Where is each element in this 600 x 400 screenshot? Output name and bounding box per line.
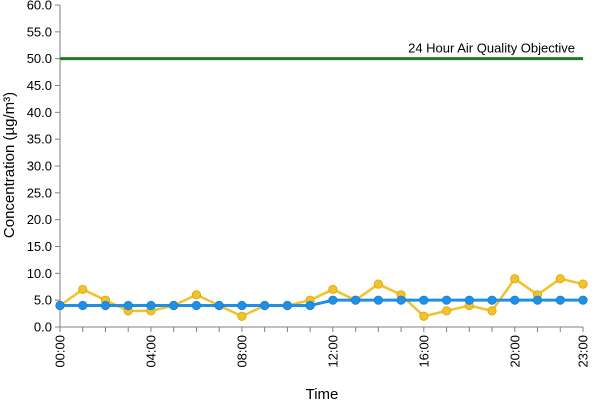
- series-1-line: [59, 277, 584, 318]
- y-tick-label: 40.0: [27, 105, 52, 120]
- axes: 0.0 5.0 10.0 15.0 20.0 25.0 30.0 35.0 40.0 45.0 50…: [27, 0, 591, 368]
- series-1-point: [328, 284, 338, 295]
- x-tick-label: 23:00: [576, 335, 591, 368]
- series-1-point: [578, 279, 588, 289]
- y-tick-label: 20.0: [27, 212, 52, 227]
- series-2-point: [78, 300, 88, 311]
- x-tick-label: 20:00: [507, 335, 522, 368]
- series-1-point: [419, 311, 429, 321]
- series-1-point: [373, 279, 383, 289]
- x-axis-title: Time: [306, 386, 339, 400]
- series-2-point: [146, 300, 156, 311]
- x-tick-label: 16:00: [416, 335, 431, 368]
- series-1-point: [78, 284, 88, 295]
- y-tick-label: 0.0: [34, 320, 52, 335]
- series-1-point: [510, 274, 520, 284]
- series-1-point: [487, 306, 497, 316]
- series-2-point: [487, 295, 497, 305]
- y-tick-label: 60.0: [27, 0, 52, 13]
- series-2-point: [55, 300, 65, 311]
- series-2-point: [237, 300, 247, 311]
- y-tick-label: 45.0: [27, 78, 52, 93]
- reference-line-group: 24 Hour Air Quality Objective: [60, 41, 583, 61]
- x-tick-label: 00:00: [53, 335, 68, 368]
- series-2-point: [510, 295, 520, 305]
- y-tick-label: 25.0: [27, 185, 52, 200]
- series-2-point: [464, 295, 474, 305]
- y-tick-label: 30.0: [27, 159, 52, 174]
- series-group: [55, 274, 588, 321]
- x-tick-label: 12:00: [325, 335, 340, 368]
- x-tick-label: 08:00: [234, 335, 249, 368]
- series-2-point: [191, 300, 202, 311]
- series-2-point: [282, 300, 292, 311]
- series-1-point: [191, 290, 202, 300]
- series-2-point: [351, 295, 361, 305]
- series-2-point: [441, 295, 452, 305]
- y-tick-label: 5.0: [34, 293, 52, 308]
- series-2-point: [532, 295, 543, 305]
- y-tick-label: 50.0: [27, 51, 52, 66]
- air-quality-objective-label: 24 Hour Air Quality Objective: [408, 41, 575, 56]
- x-tick-label: 04:00: [143, 335, 158, 368]
- series-1-point: [555, 274, 565, 284]
- series-2-line: [60, 298, 583, 308]
- series-2-point: [578, 295, 588, 305]
- series-2-point: [419, 295, 429, 305]
- y-axis-title: Concentration (µg/m³): [1, 92, 18, 238]
- series-2-point: [396, 295, 406, 305]
- series-2-point: [214, 300, 224, 311]
- series-1-point: [237, 311, 247, 321]
- series-2-point: [260, 300, 270, 311]
- series-2-point: [100, 300, 111, 311]
- y-tick-label: 35.0: [27, 132, 52, 147]
- y-tick-label: 15.0: [27, 239, 52, 254]
- series-1-point: [441, 306, 452, 316]
- series-2-point: [169, 300, 179, 311]
- series-2-point: [328, 295, 338, 305]
- series-2-point: [373, 295, 383, 305]
- series-2-point: [123, 300, 133, 311]
- y-tick-label: 10.0: [27, 266, 52, 281]
- series-2-point: [555, 295, 565, 305]
- y-tick-label: 55.0: [27, 24, 52, 39]
- series-2-point: [305, 300, 315, 311]
